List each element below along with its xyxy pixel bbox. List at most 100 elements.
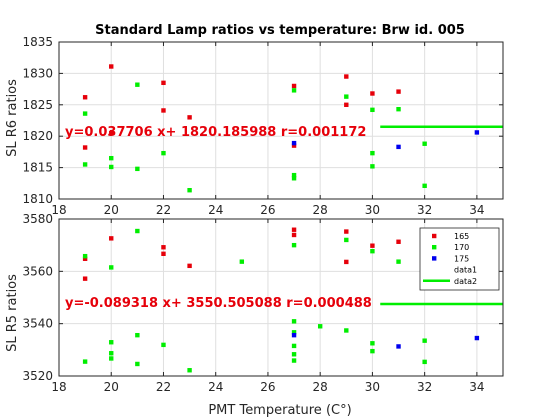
data-point-170	[422, 359, 427, 365]
legend: 165 170 175 data1 data2	[419, 227, 500, 291]
y-tick-label: 1820	[22, 129, 53, 143]
data-point-170	[109, 155, 114, 161]
data-point-170	[370, 164, 375, 169]
data-point-170	[239, 259, 245, 264]
data-point-165	[82, 256, 88, 261]
data-point-165	[82, 95, 88, 100]
data-point-165	[109, 130, 114, 136]
data-point-165	[396, 239, 401, 244]
data-point-170	[109, 340, 114, 345]
data-point-170	[109, 164, 114, 170]
y-tick-label: 3520	[22, 369, 53, 383]
data-point-165	[161, 245, 166, 250]
data-point-165	[291, 227, 297, 232]
x-tick-label: 28	[313, 380, 328, 394]
data-point-170	[82, 359, 88, 364]
data-point-165	[161, 80, 166, 86]
x-tick-label: 18	[51, 380, 66, 394]
data-point-170	[370, 341, 375, 346]
data-point-170	[187, 188, 192, 193]
legend-marker-170	[432, 245, 437, 250]
data-point-170	[109, 351, 114, 356]
data-point-175	[291, 332, 297, 338]
x-axis-label: PMT Temperature (C°)	[208, 403, 351, 418]
y-tick-label: 1830	[22, 66, 53, 80]
data-point-165	[344, 74, 349, 79]
plot-area	[59, 42, 503, 199]
data-point-170	[135, 228, 140, 234]
data-point-170	[291, 343, 297, 349]
data-point-165	[344, 259, 349, 265]
data-point-165	[82, 145, 88, 150]
x-tick-label: 34	[469, 380, 484, 394]
data-point-165	[291, 83, 297, 89]
legend-label-165: 165	[454, 232, 469, 241]
data-point-170	[82, 111, 88, 116]
data-point-165	[187, 115, 192, 120]
legend-label-data1: data1	[454, 266, 477, 275]
y-tick-label: 1835	[22, 35, 53, 49]
top-axes-r6: SL R6 ratios y=0.037706 x+ 1820.185988 r…	[5, 35, 504, 217]
data-point-170	[135, 82, 140, 87]
top-y-axis-label: SL R6 ratios	[5, 79, 20, 157]
data-point-170	[109, 265, 114, 270]
data-point-170	[291, 172, 297, 178]
data-point-170	[135, 361, 140, 367]
data-point-170	[291, 330, 297, 335]
data-point-170	[344, 328, 349, 333]
data-point-170	[135, 332, 140, 338]
axes-border	[58, 41, 504, 200]
y-tick-label: 1815	[22, 161, 53, 175]
data-point-165	[82, 276, 88, 281]
data-point-170	[317, 324, 323, 329]
data-point-165	[344, 229, 349, 234]
data-point-170	[422, 338, 427, 343]
data-point-170	[396, 106, 401, 112]
fit-equation-text: y=0.037706 x+ 1820.185988 r=0.001172	[65, 125, 366, 140]
data-point-165	[109, 64, 114, 69]
data-point-170	[82, 253, 88, 259]
legend-marker-175	[432, 256, 437, 261]
data-point-165	[344, 102, 349, 107]
data-point-175	[396, 344, 401, 349]
data-point-165	[291, 232, 297, 238]
x-tick-label: 34	[469, 203, 484, 217]
legend-label-data2: data2	[454, 277, 477, 286]
data-point-170	[370, 348, 375, 354]
data-point-170	[82, 162, 88, 167]
x-tick-label: 24	[208, 380, 223, 394]
y-tick-label: 3560	[22, 264, 53, 278]
data-point-170	[161, 150, 166, 156]
x-tick-label: 30	[365, 380, 380, 394]
data-point-165	[161, 108, 166, 113]
data-point-170	[370, 107, 375, 113]
y-tick-label: 1810	[22, 192, 53, 206]
data-point-165	[370, 243, 375, 248]
data-point-170	[135, 166, 140, 172]
x-tick-label: 18	[51, 203, 66, 217]
data-point-170	[370, 248, 375, 254]
data-point-170	[344, 94, 349, 99]
data-point-175	[474, 335, 480, 341]
data-point-175	[291, 140, 297, 146]
x-tick-label: 26	[260, 380, 275, 394]
y-tick-label: 3540	[22, 317, 53, 331]
bottom-y-axis-label: SL R5 ratios	[5, 274, 20, 352]
data-point-170	[109, 356, 114, 361]
legend-label-175: 175	[454, 254, 469, 263]
data-point-170	[291, 358, 297, 363]
data-point-170	[291, 176, 297, 181]
data-point-170	[396, 259, 401, 264]
data-point-165	[396, 89, 401, 94]
data-point-165	[161, 251, 166, 257]
data-point-170	[161, 342, 166, 348]
fit-equation-text: y=-0.089318 x+ 3550.505088 r=0.000488	[65, 296, 372, 311]
data-point-170	[291, 319, 297, 324]
data-point-175	[396, 144, 401, 150]
data-point-170	[291, 88, 297, 93]
legend-label-170: 170	[454, 243, 469, 252]
data-point-165	[109, 236, 114, 241]
x-tick-label: 26	[260, 203, 275, 217]
data-point-175	[474, 130, 480, 135]
